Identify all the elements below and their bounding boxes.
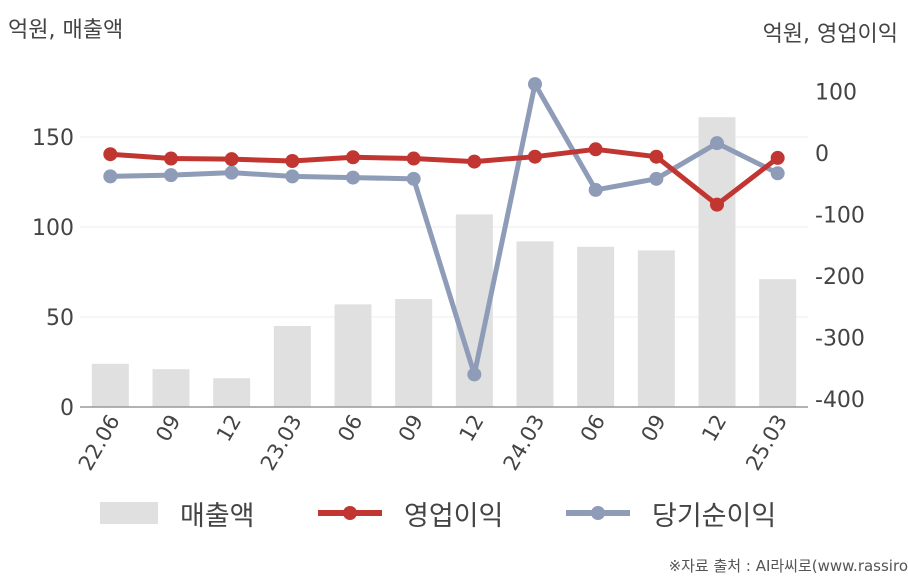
left-axis-tick-label: 0 <box>60 396 74 421</box>
point-net-income <box>467 367 482 382</box>
point-operating-profit <box>649 149 664 164</box>
legend-label-sales: 매출액 <box>180 500 255 532</box>
left-axis-tick-label: 100 <box>32 216 74 241</box>
x-axis-tick-label: 22.06 <box>74 411 125 475</box>
point-net-income <box>710 136 724 151</box>
point-operating-profit <box>406 151 421 166</box>
point-operating-profit <box>528 149 542 164</box>
bar-sales <box>91 363 129 407</box>
point-operating-profit <box>770 150 785 165</box>
x-axis-tick-label: 12 <box>455 411 489 446</box>
right-axis-tick-label: -400 <box>815 388 865 413</box>
bar-sales <box>213 378 251 407</box>
point-net-income <box>285 169 300 184</box>
right-axis-tick-label: 0 <box>815 142 829 167</box>
point-operating-profit <box>164 151 178 166</box>
source-note: ※자료 출처 : AI라씨로(www.rassiro <box>668 557 908 575</box>
right-axis-tick-label: -300 <box>815 327 865 352</box>
point-operating-profit <box>710 197 724 212</box>
left-axis-title: 억원, 매출액 <box>8 18 124 43</box>
legend-label-operating-profit: 영업이익 <box>404 500 504 532</box>
point-net-income <box>346 170 360 185</box>
point-operating-profit <box>103 147 118 162</box>
bar-sales <box>577 246 615 407</box>
legend-item-operating-profit: 영업이익 <box>318 490 503 536</box>
x-axis-tick-label: 25.03 <box>741 411 792 475</box>
x-axis-tick-label: 09 <box>394 411 428 446</box>
line-net-income <box>107 81 781 377</box>
x-axis-tick-label: 23.03 <box>256 411 307 475</box>
x-axis-tick-label: 12 <box>212 411 246 446</box>
point-net-income <box>528 77 542 92</box>
point-operating-profit <box>467 154 482 169</box>
legend-item-sales: 매출액 <box>100 490 255 536</box>
right-axis-tick-label: -200 <box>815 265 865 290</box>
legend-swatch-sales <box>100 502 158 524</box>
x-axis-tick-label: 09 <box>151 411 185 446</box>
x-axis-tick-label: 24.03 <box>498 411 549 475</box>
legend-swatch-operating-profit <box>318 502 382 524</box>
left-axis-tick-label: 50 <box>46 306 74 331</box>
point-net-income <box>406 171 421 186</box>
point-net-income <box>588 182 603 197</box>
legend-item-net-income: 당기순이익 <box>566 490 776 536</box>
point-net-income <box>164 168 178 183</box>
right-axis-tick-label: -100 <box>815 204 865 229</box>
x-axis-tick-label: 06 <box>576 411 610 446</box>
right-axis-title: 억원, 영업이익 <box>762 22 898 47</box>
point-operating-profit <box>224 152 239 167</box>
bar-sales <box>698 117 736 407</box>
bar-sales <box>273 326 311 407</box>
bar-sales <box>759 279 797 407</box>
point-net-income <box>649 171 664 186</box>
bar-sales <box>152 369 190 407</box>
point-net-income <box>103 169 118 184</box>
chart-canvas: 0 50 100 150 -400 -300 -200 -100 0 100 22.06 09 12 23… <box>32 77 865 475</box>
legend-swatch-net-income <box>566 502 630 524</box>
point-operating-profit <box>588 142 603 157</box>
legend: 매출액 영업이익 당기순이익 <box>100 490 860 536</box>
bar-sales <box>334 304 372 407</box>
left-axis-tick-label: 150 <box>32 126 74 151</box>
point-net-income <box>224 165 239 180</box>
point-operating-profit <box>346 150 360 165</box>
point-net-income <box>770 166 785 181</box>
bar-sales <box>395 299 433 407</box>
bar-sales <box>516 241 554 407</box>
line-operating-profit <box>107 146 781 208</box>
point-operating-profit <box>285 153 300 168</box>
x-axis-tick-label: 12 <box>697 411 731 446</box>
x-axis-tick-label: 06 <box>333 411 367 446</box>
legend-label-net-income: 당기순이익 <box>652 500 777 532</box>
x-axis-tick-label: 09 <box>637 411 671 446</box>
right-axis-tick-label: 100 <box>815 81 857 106</box>
bar-sales <box>637 250 675 407</box>
